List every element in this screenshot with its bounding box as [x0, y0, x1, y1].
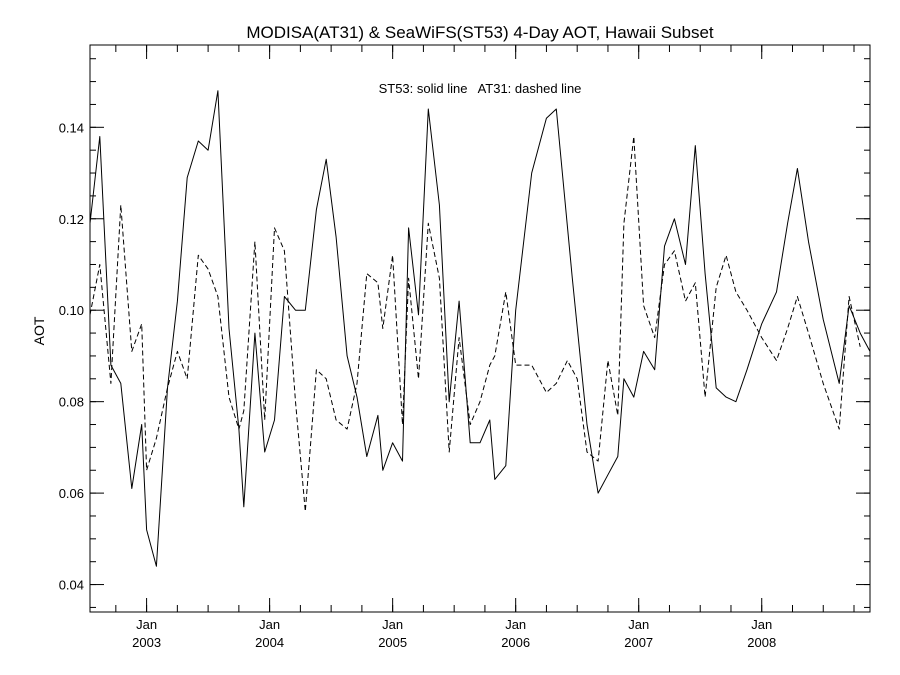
x-tick-month-label: Jan — [382, 617, 403, 632]
x-tick-month-label: Jan — [505, 617, 526, 632]
series-line-at31 — [89, 136, 861, 512]
y-tick-label: 0.08 — [59, 395, 84, 410]
y-tick-label: 0.04 — [59, 578, 84, 593]
chart-annotation: ST53: solid line AT31: dashed line — [379, 81, 582, 96]
y-tick-label: 0.06 — [59, 486, 84, 501]
plot-frame — [89, 44, 871, 613]
x-tick-year-label: 2003 — [132, 635, 161, 650]
x-tick-year-label: 2004 — [255, 635, 284, 650]
series-line-st53 — [89, 90, 871, 567]
y-axis-label: AOT — [31, 316, 47, 345]
axis-ticks: 0.04 0.06 0.08 0.10 0.12 0.14 Jan 2003 Jan 2004 Ja… — [59, 45, 870, 650]
x-tick-year-label: 2007 — [624, 635, 653, 650]
y-tick-label: 0.12 — [59, 212, 84, 227]
x-tick-year-label: 2005 — [378, 635, 407, 650]
series-lines — [89, 90, 871, 567]
y-tick-label: 0.14 — [59, 120, 84, 135]
x-tick-month-label: Jan — [628, 617, 649, 632]
y-tick-label: 0.10 — [59, 303, 84, 318]
x-tick-year-label: 2008 — [747, 635, 776, 650]
x-tick-month-label: Jan — [751, 617, 772, 632]
x-tick-year-label: 2006 — [501, 635, 530, 650]
chart-title: MODISA(AT31) & SeaWiFS(ST53) 4-Day AOT, … — [246, 23, 714, 42]
x-tick-month-label: Jan — [136, 617, 157, 632]
x-tick-month-label: Jan — [259, 617, 280, 632]
